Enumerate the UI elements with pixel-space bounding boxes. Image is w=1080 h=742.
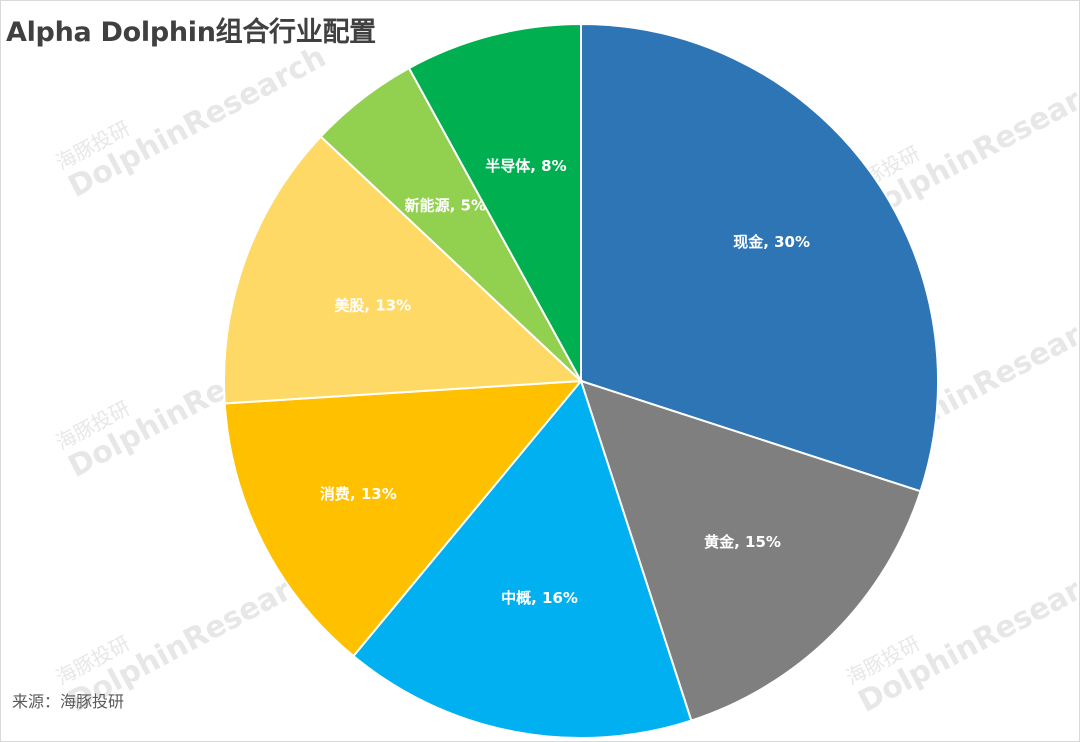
pie-slice-现金 [580, 22, 939, 493]
pie-labels: 现金, 30% 黄金, 15% 中概, 16% 消费, 13% 美股, 13% 新能源, … [320, 157, 810, 607]
data-label-半导体: 半导体, 8% [485, 157, 566, 175]
data-label-现金: 现金, 30% [733, 233, 810, 251]
pie-slice-半导体 [407, 22, 582, 382]
data-label-新能源: 新能源, 5% [405, 197, 486, 215]
data-label-中概: 中概, 16% [501, 589, 578, 607]
pie-slice-消费 [223, 379, 584, 658]
data-label-黄金: 黄金, 15% [704, 533, 781, 551]
pie-slices [223, 22, 939, 739]
pie-slice-中概 [352, 378, 693, 739]
source-note: 来源：海豚投研 [12, 692, 125, 711]
data-label-美股: 美股, 13% [334, 297, 411, 315]
pie-slice-美股 [223, 135, 584, 405]
chart-title: Alpha Dolphin组合行业配置 [6, 17, 376, 48]
pie-slice-黄金 [579, 379, 922, 722]
data-label-消费: 消费, 13% [320, 485, 397, 503]
